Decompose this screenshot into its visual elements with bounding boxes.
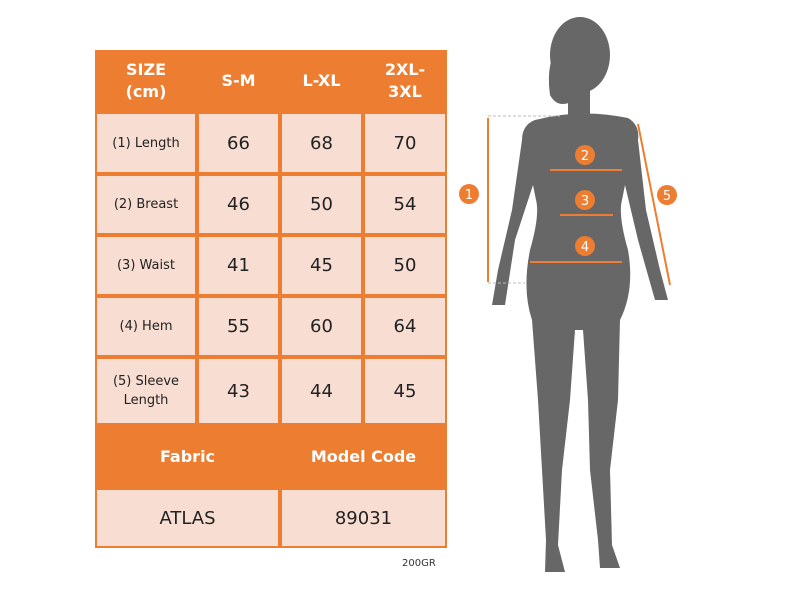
size-value: 50: [282, 176, 361, 233]
marker-2-label: 2: [581, 149, 589, 164]
row-label: (4) Hem: [97, 298, 195, 355]
model-code-value: 89031: [282, 490, 445, 546]
marker-5-icon: [657, 185, 677, 205]
row-label: (1) Length: [97, 114, 195, 172]
size-value: 41: [199, 237, 278, 294]
size-value-text: 50: [310, 194, 333, 215]
size-value: 43: [199, 359, 278, 423]
model-code-value-text: 89031: [334, 507, 393, 529]
model-code-header-text: Model Code: [310, 446, 417, 466]
size-value-text: 44: [310, 380, 333, 402]
size-value: 64: [365, 298, 445, 355]
row-label-text: (5) Sleeve Length: [112, 374, 180, 408]
size-value-text: 46: [227, 194, 250, 215]
size-value-text: 45: [393, 380, 417, 402]
header-cell: SIZE (cm): [97, 52, 195, 110]
measurement-arrows: [487, 118, 671, 286]
size-value: 46: [199, 176, 278, 233]
marker-3-icon: [575, 190, 595, 210]
size-value: 50: [365, 237, 445, 294]
marker-2-icon: [575, 145, 595, 165]
header-cell: S-M: [199, 52, 278, 110]
size-value-text: 54: [393, 194, 417, 215]
size-value-text: 64: [393, 316, 417, 337]
size-value-text: 70: [393, 132, 417, 154]
header-cell: 2XL- 3XL: [365, 52, 445, 110]
marker-3-label: 3: [581, 194, 589, 209]
row-label-text: (2) Breast: [113, 197, 179, 212]
row-label: (2) Breast: [97, 176, 195, 233]
size-value: 66: [199, 114, 278, 172]
row-label-text: (4) Hem: [119, 319, 173, 334]
size-value-text: 43: [227, 380, 250, 402]
size-value-text: 68: [310, 132, 333, 154]
size-value-text: 55: [227, 316, 250, 337]
body-measurement-figure: 1 2 3 4 5: [459, 17, 677, 573]
fabric-header: Fabric: [97, 427, 278, 486]
header-cell-text: S-M: [221, 71, 256, 90]
size-value-text: 45: [310, 255, 333, 276]
row-label-text: (1) Length: [112, 135, 180, 151]
row-label: (3) Waist: [97, 237, 195, 294]
size-value: 44: [282, 359, 361, 423]
model-code-header: Model Code: [282, 427, 445, 486]
size-value: 60: [282, 298, 361, 355]
fabric-value-text: ATLAS: [159, 507, 216, 529]
header-cell-text: SIZE (cm): [125, 60, 167, 101]
size-value-text: 60: [310, 316, 333, 337]
marker-1-label: 1: [465, 188, 473, 203]
header-cell-text: 2XL- 3XL: [384, 60, 426, 101]
fabric-header-text: Fabric: [159, 446, 216, 466]
marker-1-icon: [459, 184, 479, 204]
header-cell-text: L-XL: [302, 71, 341, 90]
size-value-text: 41: [227, 255, 250, 276]
size-value-text: 50: [393, 255, 417, 276]
size-chart-table: SIZE (cm) S-M L-XL 2XL- 3XL (1) Length 66 68 70…: [95, 50, 447, 548]
size-value: 45: [365, 359, 445, 423]
marker-4-label: 4: [581, 240, 589, 255]
size-value: 45: [282, 237, 361, 294]
size-value: 70: [365, 114, 445, 172]
marker-5-label: 5: [663, 189, 671, 204]
size-value: 54: [365, 176, 445, 233]
fabric-weight-note: 200GR: [402, 558, 436, 569]
header-cell: L-XL: [282, 52, 361, 110]
size-value: 55: [199, 298, 278, 355]
row-label: (5) Sleeve Length: [97, 359, 195, 423]
row-label-text: (3) Waist: [116, 258, 176, 273]
size-value: 68: [282, 114, 361, 172]
fabric-value: ATLAS: [97, 490, 278, 546]
marker-4-icon: [575, 236, 595, 256]
silhouette: [492, 17, 668, 573]
size-value-text: 66: [227, 132, 250, 154]
